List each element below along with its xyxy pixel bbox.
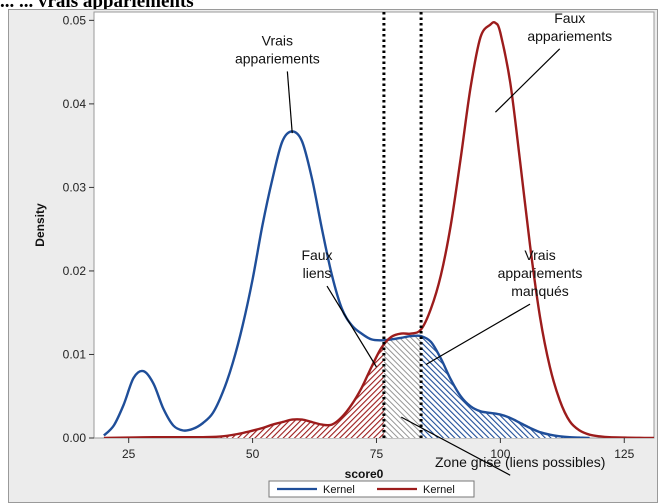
annotation-text: Faux bbox=[554, 10, 585, 26]
annotation-text: liens bbox=[303, 265, 332, 281]
y-tick-label: 0.04 bbox=[63, 97, 87, 111]
annotation-leader-line bbox=[326, 285, 377, 368]
x-tick-label: 100 bbox=[490, 447, 510, 461]
annotation-leader-line bbox=[494, 48, 561, 113]
annotation-leader-line bbox=[286, 71, 293, 134]
x-tick-label: 125 bbox=[614, 447, 634, 461]
annotation-text: appariements bbox=[498, 265, 583, 281]
annotation-text: Vrais bbox=[524, 247, 555, 263]
annotation-text: Zone grise (liens possibles) bbox=[435, 454, 605, 470]
annotation: Faux appariements bbox=[494, 10, 612, 113]
annotation: Faux liens bbox=[301, 247, 377, 368]
annotation: Zone grise (liens possibles) bbox=[400, 416, 605, 476]
annotation-text: appariements bbox=[527, 28, 612, 44]
y-tick-label: 0.03 bbox=[63, 180, 87, 194]
kernel-density-chart: 25 50 75 100 125 0.00 0.01 0.02 0.03 0.04 0.05 scor… bbox=[33, 10, 655, 498]
y-tick-label: 0.05 bbox=[63, 13, 87, 27]
y-axis-label: Density bbox=[33, 203, 47, 247]
legend-label: Kernel bbox=[323, 484, 355, 496]
missed-matches-region bbox=[421, 336, 580, 438]
annotation-leader-line bbox=[425, 303, 531, 366]
x-tick-label: 25 bbox=[122, 447, 136, 461]
annotation-text: Faux bbox=[301, 247, 332, 263]
legend-box bbox=[268, 480, 475, 498]
false-matches-density-line bbox=[103, 20, 654, 438]
annotation: Vrais appariements bbox=[235, 32, 320, 134]
annotation-text: appariements bbox=[235, 50, 320, 66]
annotation: Vrais appariements manqués bbox=[425, 247, 583, 366]
annotation-leader-line bbox=[400, 416, 511, 476]
legend-label: Kernel bbox=[423, 484, 455, 496]
annotation-text: manqués bbox=[511, 283, 569, 299]
gray-zone-region bbox=[383, 336, 422, 438]
x-tick-label: 75 bbox=[370, 447, 384, 461]
annotation-text: Vrais bbox=[262, 32, 293, 48]
x-tick-label: 50 bbox=[246, 447, 260, 461]
chart-frame: 25 50 75 100 125 0.00 0.01 0.02 0.03 0.04 0.05 scor… bbox=[8, 9, 658, 503]
x-axis-label: score0 bbox=[345, 467, 384, 481]
y-tick-label: 0.01 bbox=[63, 347, 87, 361]
false-links-region bbox=[212, 345, 384, 438]
y-tick-label: 0.00 bbox=[63, 431, 87, 445]
y-tick-label: 0.02 bbox=[63, 264, 87, 278]
